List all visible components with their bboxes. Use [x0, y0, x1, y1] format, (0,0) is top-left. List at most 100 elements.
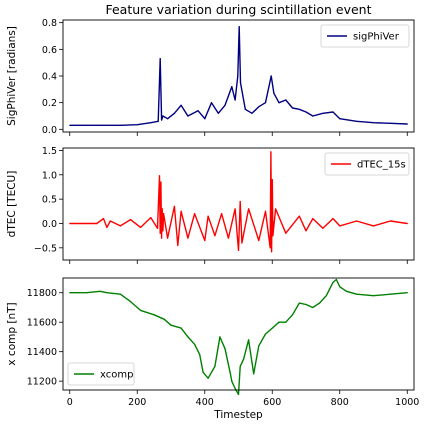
data-point — [161, 237, 163, 239]
x-tick-label: 1000 — [395, 397, 419, 408]
y-tick-label: 0.6 — [42, 45, 57, 56]
legend-box — [67, 362, 135, 386]
data-point — [298, 215, 300, 217]
data-point — [389, 220, 391, 222]
data-point — [372, 225, 375, 227]
data-point — [291, 107, 294, 109]
y-tick-label: 0.0 — [42, 125, 57, 136]
data-point — [322, 112, 324, 114]
data-point — [224, 348, 226, 350]
data-point — [194, 213, 196, 215]
data-point — [253, 373, 255, 375]
data-point — [109, 220, 111, 222]
data-point — [356, 293, 358, 295]
y-tick-label: 11400 — [27, 347, 57, 358]
data-point — [269, 247, 271, 249]
data-point — [158, 175, 161, 177]
data-point — [199, 354, 201, 356]
data-point — [372, 122, 375, 124]
data-point — [102, 218, 105, 220]
data-point — [219, 336, 221, 338]
data-point — [204, 239, 206, 242]
data-point — [202, 371, 204, 373]
legend: sigPhiVer — [320, 24, 410, 48]
y-tick-label: 0.5 — [42, 195, 57, 206]
y-axis-label: dTEC [TECU] — [6, 171, 18, 238]
data-point — [167, 118, 169, 120]
data-point — [156, 227, 159, 229]
data-point — [312, 115, 314, 117]
y-tick-label: 0.0 — [42, 219, 57, 230]
data-point — [285, 99, 287, 101]
data-point — [305, 303, 307, 306]
data-point — [312, 306, 314, 309]
subplot-1: Feature variation during scintillation e… — [6, 2, 415, 136]
data-point — [237, 249, 240, 251]
data-point — [129, 219, 132, 221]
data-point — [285, 232, 287, 234]
data-point — [239, 82, 242, 84]
data-point — [264, 333, 267, 335]
data-point — [271, 327, 273, 329]
data-point — [177, 244, 179, 246]
data-point — [224, 104, 226, 106]
y-axis-label: x comp [nT] — [6, 302, 18, 365]
x-tick-label: 0 — [67, 397, 73, 408]
data-point — [159, 58, 161, 60]
data-point — [119, 124, 121, 126]
y-tick-label: 11600 — [27, 318, 57, 329]
data-point — [273, 92, 275, 94]
data-point — [318, 302, 321, 304]
data-point — [102, 124, 105, 126]
legend-label: dTEC_15s — [357, 160, 406, 171]
y-tick-label: 1.0 — [42, 170, 57, 181]
data-point — [150, 122, 152, 124]
x-tick-label: 200 — [128, 397, 146, 408]
data-point — [217, 112, 219, 114]
data-point — [305, 111, 307, 113]
data-point — [271, 251, 273, 253]
data-point — [106, 226, 108, 228]
data-point — [227, 237, 229, 239]
data-point — [298, 302, 300, 304]
data-point — [119, 225, 121, 227]
data-point — [356, 120, 358, 122]
chart-title: Feature variation during scintillation e… — [105, 2, 371, 17]
y-tick-label: 11200 — [27, 377, 57, 388]
data-point — [119, 293, 121, 295]
data-point — [275, 208, 277, 210]
data-point — [86, 222, 88, 225]
data-point — [173, 205, 175, 207]
data-point — [69, 124, 71, 126]
legend: xcomp — [67, 362, 135, 386]
data-point — [389, 122, 391, 124]
data-point — [305, 230, 307, 232]
y-tick-label: 0.8 — [42, 18, 57, 29]
data-point — [291, 314, 294, 316]
data-point — [161, 119, 163, 121]
data-point — [332, 218, 334, 220]
data-point — [96, 222, 98, 225]
data-point — [180, 104, 182, 106]
data-point — [332, 111, 334, 113]
data-point — [99, 290, 101, 292]
data-point — [251, 112, 253, 114]
x-tick-label: 800 — [331, 397, 349, 408]
data-point — [170, 324, 172, 326]
data-point — [285, 321, 287, 323]
data-point — [162, 115, 164, 117]
data-point — [180, 327, 182, 329]
data-point — [187, 237, 189, 239]
data-point — [106, 292, 108, 294]
data-point — [194, 343, 196, 345]
data-point — [221, 213, 223, 215]
x-tick-label: 400 — [196, 397, 214, 408]
data-point — [248, 208, 250, 210]
data-point — [187, 115, 189, 117]
y-tick-label: 0.2 — [42, 98, 57, 109]
data-point — [237, 75, 239, 77]
data-point — [180, 210, 182, 212]
data-point — [197, 110, 199, 112]
data-point — [272, 235, 274, 237]
y-tick-label: 0.4 — [42, 72, 57, 83]
